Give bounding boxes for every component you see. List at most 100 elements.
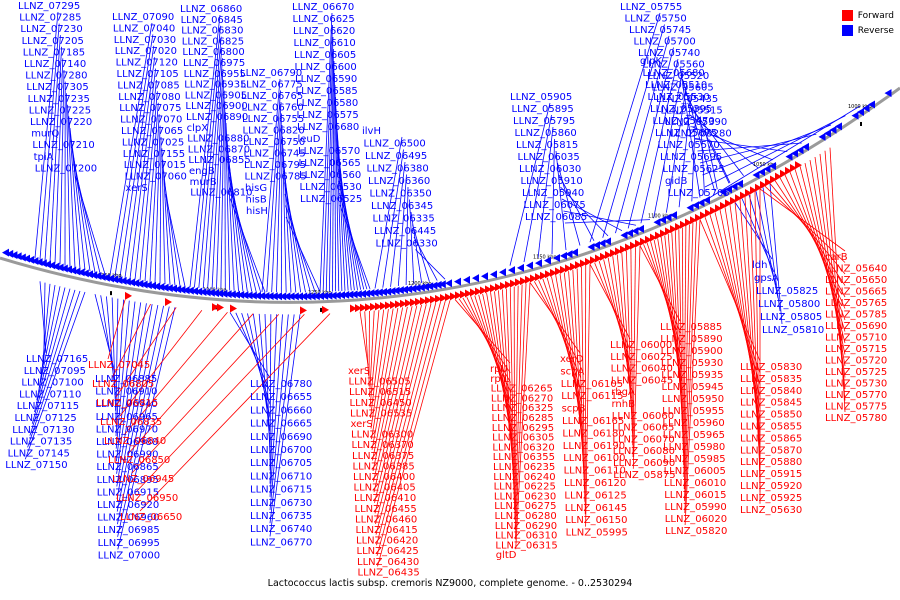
- gene-label[interactable]: LLNZ_06955: [184, 69, 246, 80]
- gene-label[interactable]: rnhB: [612, 399, 636, 410]
- reverse-gene-arrow[interactable]: [802, 142, 809, 151]
- reverse-gene-arrow[interactable]: [228, 290, 236, 299]
- reverse-gene-arrow[interactable]: [111, 275, 119, 284]
- gene-label[interactable]: LLNZ_06765: [241, 91, 303, 102]
- gene-label[interactable]: LLNZ_06515: [349, 387, 411, 398]
- reverse-gene-arrow[interactable]: [39, 259, 47, 268]
- gene-label[interactable]: LLNZ_05945: [662, 382, 724, 393]
- forward-gene-arrow[interactable]: [375, 302, 382, 311]
- forward-gene-arrow[interactable]: [740, 191, 747, 200]
- gene-label[interactable]: hisB: [246, 195, 267, 206]
- gene-label[interactable]: LLNZ_07125: [15, 413, 77, 424]
- gene-label[interactable]: LLNZ_05985: [663, 454, 725, 465]
- reverse-gene-arrow[interactable]: [270, 292, 278, 301]
- reverse-gene-arrow[interactable]: [18, 253, 26, 262]
- gene-label[interactable]: LLNZ_06830: [181, 26, 243, 37]
- forward-gene-arrow[interactable]: [410, 298, 417, 307]
- reverse-gene-arrow[interactable]: [149, 281, 156, 290]
- forward-gene-arrow[interactable]: [705, 209, 712, 218]
- gene-label[interactable]: LLNZ_05765: [825, 298, 887, 309]
- gene-label[interactable]: LLNZ_06285: [492, 413, 554, 424]
- gene-label[interactable]: LLNZ_05795: [513, 116, 575, 127]
- gene-label[interactable]: leuD: [298, 134, 321, 145]
- reverse-gene-arrow[interactable]: [212, 289, 219, 298]
- gene-label[interactable]: LLNZ_05875: [613, 470, 675, 481]
- gene-label[interactable]: LLNZ_06460: [355, 514, 417, 525]
- reverse-gene-arrow[interactable]: [517, 263, 524, 272]
- gene-label[interactable]: LLNZ_05965: [663, 430, 725, 441]
- reverse-gene-arrow[interactable]: [758, 168, 765, 177]
- gene-label[interactable]: LLNZ_06755: [242, 114, 304, 125]
- reverse-gene-arrow[interactable]: [182, 286, 190, 295]
- gene-label[interactable]: LLNZ_06665: [250, 419, 312, 430]
- reverse-gene-arrow[interactable]: [686, 203, 694, 212]
- gene-label[interactable]: LLNZ_06070: [612, 434, 674, 445]
- gene-label[interactable]: LLNZ_06570: [298, 146, 360, 157]
- reverse-gene-arrow[interactable]: [791, 149, 798, 158]
- gene-label[interactable]: LLNZ_05770: [825, 390, 887, 401]
- gene-label[interactable]: LLNZ_06575: [297, 110, 359, 121]
- gene-label[interactable]: LLNZ_05960: [662, 418, 724, 429]
- reverse-gene-arrow[interactable]: [224, 290, 232, 299]
- reverse-gene-arrow[interactable]: [233, 290, 240, 299]
- reverse-gene-arrow[interactable]: [490, 270, 497, 279]
- gene-label[interactable]: LLNZ_07165: [26, 354, 88, 365]
- forward-gene-arrow[interactable]: [505, 280, 512, 289]
- gene-label[interactable]: LLNZ_06295: [492, 423, 554, 434]
- forward-gene-arrow[interactable]: [420, 297, 427, 306]
- reverse-gene-arrow[interactable]: [445, 279, 452, 288]
- gene-label[interactable]: LLNZ_06335: [373, 214, 435, 225]
- gene-label[interactable]: LLNZ_07200: [35, 163, 97, 174]
- reverse-gene-arrow[interactable]: [321, 291, 329, 300]
- reverse-gene-arrow[interactable]: [472, 274, 479, 283]
- gene-label[interactable]: LLNZ_05745: [629, 25, 691, 36]
- reverse-gene-arrow[interactable]: [401, 285, 408, 294]
- reverse-gene-arrow[interactable]: [287, 292, 295, 301]
- reverse-gene-arrow[interactable]: [132, 279, 140, 288]
- forward-gene-arrow[interactable]: [635, 239, 642, 248]
- gene-label[interactable]: LLNZ_06375: [352, 451, 414, 462]
- gene-label[interactable]: LLNZ_05710: [825, 333, 887, 344]
- reverse-gene-arrow[interactable]: [818, 132, 826, 141]
- gene-label[interactable]: LLNZ_06310: [495, 531, 557, 542]
- gene-label[interactable]: LLNZ_06710: [250, 471, 312, 482]
- forward-gene-arrow[interactable]: [665, 227, 672, 236]
- forward-gene-arrow[interactable]: [490, 284, 497, 293]
- gene-label[interactable]: LLNZ_05705: [668, 188, 730, 199]
- gene-label[interactable]: LLNZ_06415: [356, 525, 418, 536]
- forward-gene-arrow[interactable]: [400, 299, 407, 308]
- gene-label[interactable]: LLNZ_06760: [242, 103, 304, 114]
- gene-label[interactable]: LLNZ_06900: [185, 101, 247, 112]
- gene-label[interactable]: LLNZ_06240: [493, 472, 555, 483]
- reverse-gene-arrow[interactable]: [725, 185, 732, 194]
- reverse-gene-arrow[interactable]: [191, 287, 198, 296]
- gene-label[interactable]: LLNZ_06730: [250, 498, 312, 509]
- gene-label[interactable]: LLNZ_06230: [494, 491, 556, 502]
- gene-label[interactable]: xerS: [351, 419, 373, 430]
- gene-label[interactable]: LLNZ_07150: [5, 460, 67, 471]
- gene-label[interactable]: LLNZ_06010: [664, 478, 726, 489]
- gene-label[interactable]: LLNZ_06825: [182, 36, 244, 47]
- reverse-gene-arrow[interactable]: [23, 254, 30, 263]
- reverse-gene-arrow[interactable]: [796, 146, 804, 155]
- reverse-gene-arrow[interactable]: [157, 282, 165, 291]
- forward-gene-arrow[interactable]: [450, 292, 457, 301]
- gene-label[interactable]: LLNZ_06535: [350, 408, 412, 419]
- gene-label[interactable]: LLNZ_05725: [825, 367, 887, 378]
- gene-label[interactable]: LLNZ_07305: [26, 82, 88, 93]
- gene-label[interactable]: LLNZ_05895: [512, 104, 574, 115]
- reverse-gene-arrow[interactable]: [296, 292, 303, 301]
- reverse-gene-arrow[interactable]: [409, 284, 417, 293]
- gene-label[interactable]: LLNZ_06075: [524, 200, 586, 211]
- gene-label[interactable]: LLNZ_06355: [493, 452, 555, 463]
- forward-gene-arrow[interactable]: [415, 297, 422, 306]
- reverse-gene-arrow[interactable]: [413, 284, 421, 293]
- forward-gene-arrow[interactable]: [300, 306, 307, 315]
- gene-label[interactable]: LLNZ_06905: [185, 90, 247, 101]
- gene-label[interactable]: LLNZ_06660: [250, 405, 312, 416]
- gene-label[interactable]: LLNZ_06690: [250, 432, 312, 443]
- reverse-gene-arrow[interactable]: [824, 129, 831, 138]
- reverse-gene-arrow[interactable]: [430, 281, 438, 290]
- gene-label[interactable]: LLNZ_06525: [300, 194, 362, 205]
- gene-label[interactable]: LLNZ_06885: [95, 374, 157, 385]
